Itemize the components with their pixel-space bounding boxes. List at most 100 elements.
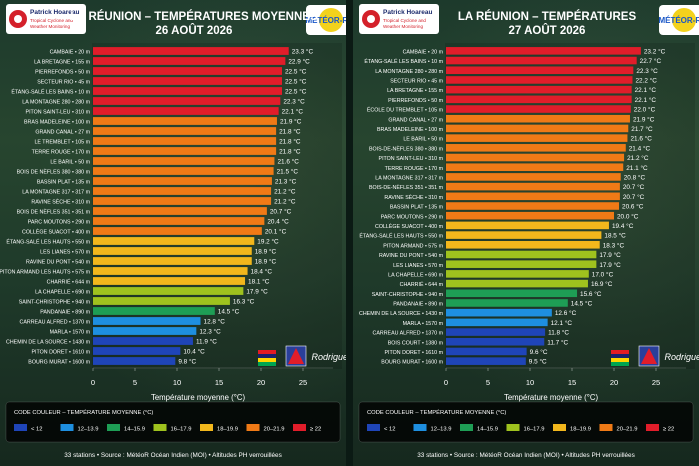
flags-group: Rodrigues	[611, 345, 699, 367]
footer-text: 33 stations • Source : MétéoR Océan Indi…	[417, 452, 635, 459]
category-label: PANDANAIE • 890 m	[40, 310, 90, 316]
category-label: BRAS MADELEINE • 100 m	[24, 120, 91, 126]
brand-subtitle-1: Tropical Cyclone and	[30, 18, 73, 23]
value-label: 23.3 °C	[292, 48, 314, 56]
x-axis-label: Température moyenne (°C)	[504, 393, 599, 402]
bar	[446, 299, 568, 307]
bar	[446, 241, 600, 249]
sun-icon	[319, 8, 343, 32]
category-label: LA CHAPELLE • 690 m	[35, 290, 90, 296]
brand-subtitle-1: Tropical Cyclone and	[383, 18, 426, 23]
category-label: CARREAU ALFRED • 1370 m	[373, 331, 444, 337]
category-label: LA MONTAGNE 317 • 317 m	[22, 190, 90, 196]
value-label: 18.1 °C	[248, 278, 270, 286]
category-label: ÉCOLE DU TREMBLET • 105 m	[367, 107, 444, 114]
category-label: BRAS MADELEINE • 100 m	[377, 127, 444, 133]
value-label: 20.1 °C	[265, 228, 287, 236]
category-label: RAVINE DU PONT • 540 m	[379, 253, 444, 259]
bar	[446, 250, 597, 259]
category-label: LA BRETAGNE • 155 m	[387, 88, 444, 94]
legend-swatch	[599, 424, 613, 431]
brand-logo-box	[6, 4, 86, 34]
value-label: 22.1 °C	[282, 108, 304, 116]
bar	[446, 279, 588, 288]
category-label: BASSIN PLAT • 135 m	[390, 205, 444, 211]
bar	[446, 56, 637, 65]
value-label: 21.8 °C	[279, 128, 301, 136]
brand-subtitle-2: Weather Monitoring	[30, 24, 70, 29]
value-label: 18.4 °C	[251, 268, 273, 276]
bar	[93, 67, 282, 75]
category-label: BOURG MURAT • 1600 m	[381, 360, 443, 366]
category-label: RAVINE DU PONT • 540 m	[26, 260, 91, 266]
legend-swatch	[413, 424, 427, 431]
x-tick-label: 5	[486, 378, 490, 387]
x-tick-label: 10	[526, 378, 534, 387]
bar	[446, 76, 633, 84]
bar	[446, 95, 632, 104]
bar	[446, 153, 625, 162]
value-label: 18.9 °C	[255, 248, 277, 256]
category-label: CHEMIN DE LA SOURCE • 1430 m	[359, 311, 444, 317]
value-label: 20.8 °C	[624, 173, 646, 181]
legend-label: 16–17.9	[524, 427, 545, 433]
category-label: GRAND CANAL • 27 m	[35, 130, 90, 136]
legend-swatch	[153, 424, 167, 431]
cyclone-eye-icon	[367, 15, 375, 23]
category-label: CHEMIN DE LA SOURCE • 1430 m	[6, 340, 91, 346]
chart-subtitle: 27 AOÛT 2026	[509, 24, 586, 37]
value-label: 22.5 °C	[285, 78, 307, 86]
category-label: PITON SAINT-LEU • 310 m	[379, 156, 444, 162]
legend-label: ≥ 22	[663, 427, 674, 433]
brand-logo: Patrick Hoareau Tropical Cyclone andWeath…	[359, 4, 439, 34]
chart-svg-day-1: Patrick Hoareau Tropical Cyclone andWeath…	[0, 4, 346, 459]
reunion-flag-triangle	[641, 348, 657, 364]
value-label: 10.4 °C	[183, 348, 205, 356]
bar	[93, 177, 272, 185]
bar	[446, 85, 632, 94]
brand-subtitle-2: Weather Monitoring	[383, 24, 423, 29]
category-label: PIERREFONDS • 50 m	[388, 98, 443, 104]
category-label: SAINT-CHRISTOPHE • 940 m	[372, 292, 444, 298]
category-label: RAVINE SÈCHE • 310 m	[31, 199, 90, 206]
chart-subtitle: 26 AOÛT 2026	[156, 24, 233, 37]
category-label: LA CHAPELLE • 690 m	[388, 272, 443, 278]
legend-swatch	[107, 424, 120, 431]
value-label: 17.9 °C	[246, 288, 268, 296]
category-label: CHARRIÉ • 644 m	[400, 281, 444, 288]
legend-swatch	[553, 424, 566, 431]
panel-day-1: Patrick Hoareau Tropical Cyclone and Weath…	[0, 0, 346, 466]
category-label: SECTEUR RIO • 45 m	[37, 80, 90, 86]
category-label: LE BARIL • 50 m	[403, 137, 443, 143]
category-label: ÉTANG-SALÉ LES HAUTS • 550 m	[359, 233, 443, 240]
mauritius-flag-yellow	[258, 358, 276, 362]
bar	[93, 57, 286, 65]
category-label: LA MONTAGNE 280 • 280 m	[22, 100, 90, 106]
value-label: 21.2 °C	[274, 188, 296, 196]
bar	[93, 357, 176, 365]
value-label: 21.6 °C	[277, 158, 299, 166]
bar	[93, 87, 282, 95]
bar	[446, 202, 620, 210]
mauritius-flag-yellow	[611, 358, 629, 362]
value-label: 22.7 °C	[640, 57, 662, 65]
legend-label: 18–19.9	[217, 427, 238, 433]
bar	[93, 187, 272, 195]
bar	[93, 127, 277, 135]
value-label: 21.1 °C	[626, 164, 648, 172]
bar	[93, 327, 197, 335]
value-label: 11.8 °C	[548, 329, 569, 337]
footer-text: 33 stations • Source : MétéoR Océan Indi…	[64, 452, 282, 459]
category-label: PITON DORET • 1610 m	[32, 350, 91, 356]
value-label: 11.7 °C	[547, 338, 568, 346]
value-label: 9.8 °C	[178, 358, 196, 366]
category-label: SECTEUR RIO • 45 m	[390, 79, 443, 85]
meteor-logo-text: MÉTÉOR-ROI	[658, 16, 699, 25]
bar	[93, 47, 289, 55]
legend-swatch	[293, 424, 306, 431]
bar	[446, 347, 527, 356]
bar	[446, 173, 621, 181]
x-tick-label: 15	[215, 378, 223, 387]
legend-label: 20–21.9	[264, 427, 285, 433]
bar	[93, 287, 244, 295]
